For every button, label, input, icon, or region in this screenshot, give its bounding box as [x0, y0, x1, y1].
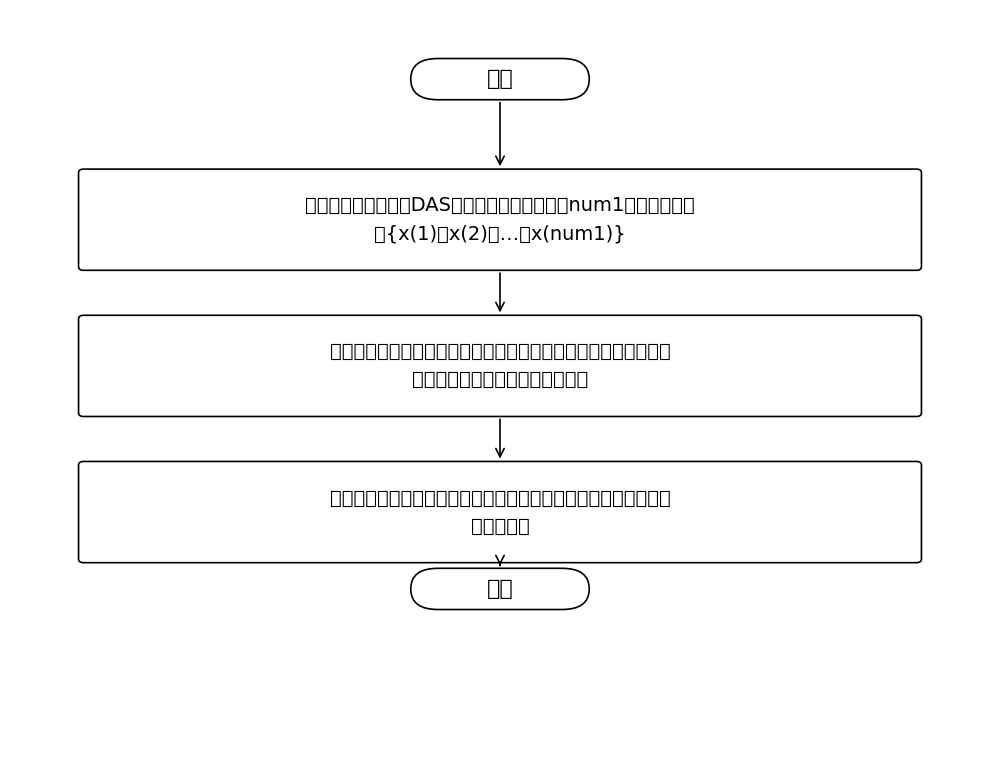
- Text: 结束: 结束: [487, 579, 513, 599]
- FancyBboxPatch shape: [79, 462, 921, 562]
- Text: 对采样得到的多个光纤振动信号进行预处理，以得到预处理后的多
个光纤振动信号构成的振动样本集: 对采样得到的多个光纤振动信号进行预处理，以得到预处理后的多 个光纤振动信号构成的…: [330, 343, 670, 390]
- FancyBboxPatch shape: [79, 169, 921, 271]
- FancyBboxPatch shape: [411, 568, 589, 609]
- Text: 使用分布式振动传感DAS设备进行采样，以获取num1个光纤振动信
号{x(1)，x(2)，…，x(num1)}: 使用分布式振动传感DAS设备进行采样，以获取num1个光纤振动信 号{x(1)，…: [305, 196, 695, 243]
- Text: 将得到的振动样本集输入训练好的一维卷积神经网络，以得到对应
的分类结果: 将得到的振动样本集输入训练好的一维卷积神经网络，以得到对应 的分类结果: [330, 489, 670, 536]
- Text: 开始: 开始: [487, 69, 513, 89]
- FancyBboxPatch shape: [411, 58, 589, 100]
- FancyBboxPatch shape: [79, 315, 921, 416]
